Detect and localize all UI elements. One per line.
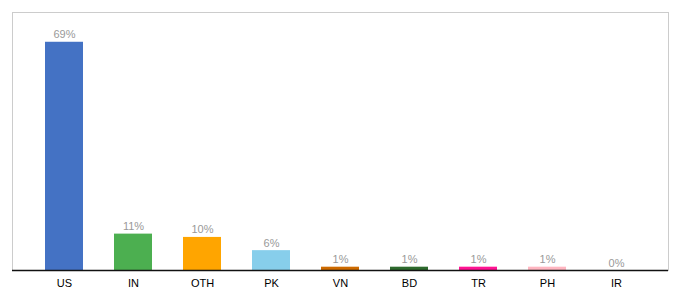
- svg-text:IN: IN: [128, 277, 139, 289]
- svg-text:VN: VN: [333, 277, 348, 289]
- svg-text:6%: 6%: [264, 237, 280, 249]
- svg-text:0%: 0%: [609, 257, 625, 269]
- svg-text:TR: TR: [471, 277, 486, 289]
- svg-text:BD: BD: [402, 277, 417, 289]
- svg-text:IR: IR: [611, 277, 622, 289]
- svg-text:1%: 1%: [333, 253, 349, 265]
- svg-text:US: US: [57, 277, 72, 289]
- svg-text:10%: 10%: [191, 223, 213, 235]
- svg-text:PH: PH: [540, 277, 555, 289]
- svg-text:OTH: OTH: [191, 277, 214, 289]
- svg-text:1%: 1%: [402, 253, 418, 265]
- svg-text:1%: 1%: [471, 253, 487, 265]
- svg-text:11%: 11%: [123, 220, 144, 232]
- svg-text:69%: 69%: [53, 28, 75, 40]
- svg-text:PK: PK: [264, 277, 279, 289]
- svg-text:1%: 1%: [540, 253, 556, 265]
